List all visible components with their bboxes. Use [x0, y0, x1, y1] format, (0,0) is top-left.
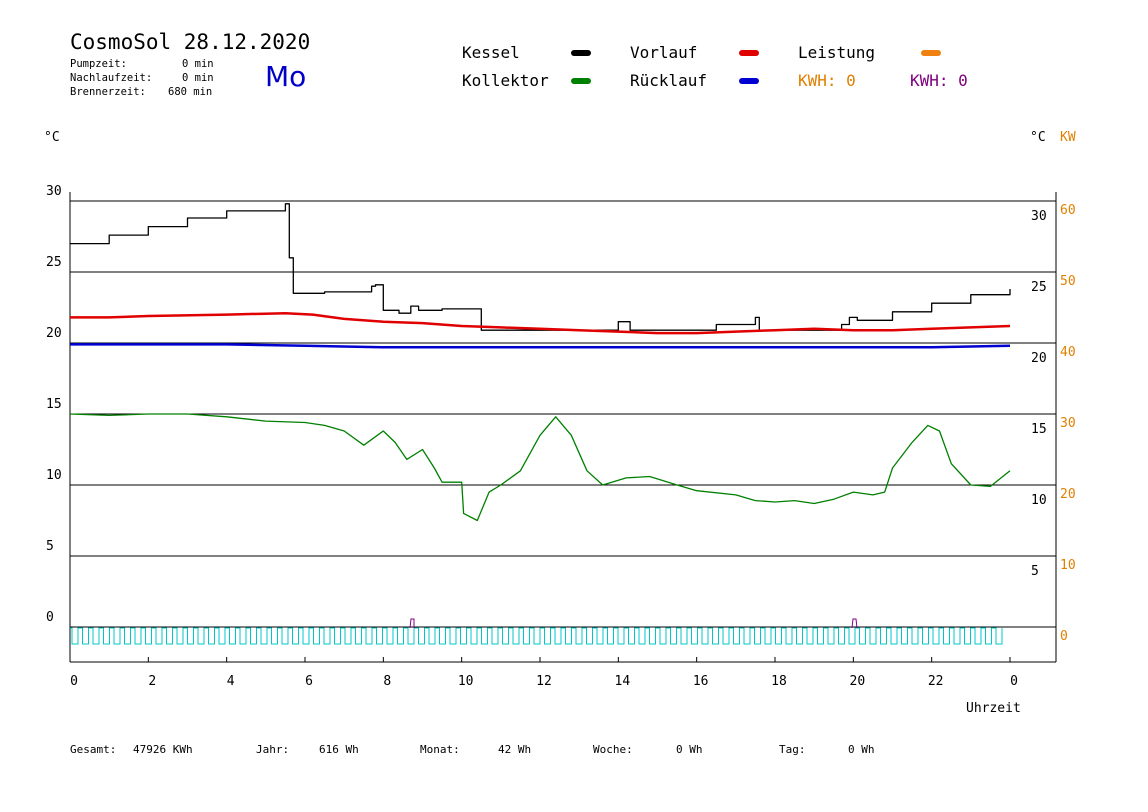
y-tick-right-kw-40: 40	[1060, 345, 1076, 360]
x-tick-label-11: 22	[928, 674, 944, 689]
info-value-pumpzeit: 0 min	[182, 58, 214, 70]
left-axis-unit: °C	[44, 130, 60, 145]
legend-vorlauf-label: Vorlauf	[630, 43, 698, 62]
burner-marker-1	[409, 618, 415, 629]
footer-jahr-label: Jahr:	[256, 743, 290, 756]
legend-vorlauf-swatch	[739, 50, 759, 56]
y-tick-left-5: 5	[46, 539, 54, 554]
footer-tag-value: 0 Wh	[848, 743, 875, 756]
y-tick-right-10: 10	[1031, 493, 1047, 508]
y-tick-left-0: 0	[46, 610, 54, 625]
y-tick-right-30: 30	[1031, 209, 1047, 224]
x-tick-label-5: 10	[458, 674, 474, 689]
legend-leistung-label: Leistung	[798, 43, 876, 62]
x-tick-label-10: 20	[850, 674, 866, 689]
info-label-nachlaufzeit: Nachlaufzeit:	[70, 72, 153, 84]
y-tick-right-kw-60: 60	[1060, 203, 1076, 218]
x-tick-label-9: 18	[771, 674, 787, 689]
info-value-brennerzeit: 680 min	[168, 86, 213, 98]
x-tick-label-1: 2	[148, 674, 156, 689]
x-axis-label: Uhrzeit	[966, 701, 1021, 716]
y-tick-left-30: 30	[46, 184, 62, 199]
right-axis-unit: °C	[1030, 130, 1046, 145]
footer-gesamt-label: Gesamt:	[70, 743, 117, 756]
series-ruecklauf	[70, 343, 1011, 349]
legend-ruecklauf-label: Rücklauf	[630, 71, 708, 90]
footer-gesamt-value: 47926 KWh	[133, 743, 193, 756]
legend-kwh-leistung: KWH: 0	[798, 71, 856, 90]
footer-woche-value: 0 Wh	[676, 743, 703, 756]
y-tick-right-kw-50: 50	[1060, 274, 1076, 289]
series-kessel	[70, 203, 1011, 331]
y-tick-right-kw-10: 10	[1060, 558, 1076, 573]
footer-tag-label: Tag:	[779, 743, 806, 756]
y-tick-right-kw-30: 30	[1060, 416, 1076, 431]
legend-kollektor-label: Kollektor	[462, 71, 549, 90]
x-tick-label-2: 4	[227, 674, 235, 689]
footer-monat-label: Monat:	[420, 743, 460, 756]
series-pump-signal	[70, 627, 1003, 645]
y-tick-right-15: 15	[1031, 422, 1047, 437]
legend-ruecklauf-swatch	[739, 78, 759, 84]
series-kollektor	[69, 413, 1011, 522]
y-tick-left-25: 25	[46, 255, 62, 270]
y-tick-left-20: 20	[46, 326, 62, 341]
x-tick-label-12: 0	[1010, 674, 1018, 689]
x-tick-label-6: 12	[536, 674, 552, 689]
legend-kessel-swatch	[571, 50, 591, 56]
burner-marker-2	[851, 618, 858, 629]
x-tick-label-0: 0	[70, 674, 78, 689]
info-label-brennerzeit: Brennerzeit:	[70, 86, 146, 98]
legend-kessel-label: Kessel	[462, 43, 520, 62]
footer-jahr-value: 616 Wh	[319, 743, 359, 756]
y-tick-right-kw-0: 0	[1060, 629, 1068, 644]
x-tick-label-7: 14	[615, 674, 631, 689]
weekday-label: Mo	[265, 60, 307, 93]
y-tick-right-25: 25	[1031, 280, 1047, 295]
info-value-nachlaufzeit: 0 min	[182, 72, 214, 84]
right-axis-unit-kw: KW	[1060, 130, 1076, 145]
y-tick-right-5: 5	[1031, 564, 1039, 579]
y-tick-left-15: 15	[46, 397, 62, 412]
x-tick-label-4: 8	[383, 674, 391, 689]
series-vorlauf	[70, 311, 1011, 335]
y-tick-right-20: 20	[1031, 351, 1047, 366]
y-tick-left-10: 10	[46, 468, 62, 483]
footer-woche-label: Woche:	[593, 743, 633, 756]
footer-monat-value: 42 Wh	[498, 743, 532, 756]
x-tick-label-8: 16	[693, 674, 709, 689]
y-tick-right-kw-20: 20	[1060, 487, 1076, 502]
x-tick-label-3: 6	[305, 674, 313, 689]
info-label-pumpzeit: Pumpzeit:	[70, 58, 127, 70]
legend-kwh-purple: KWH: 0	[910, 71, 968, 90]
legend-kollektor-swatch	[571, 78, 591, 84]
legend-leistung-swatch	[921, 50, 941, 56]
chart-title: CosmoSol 28.12.2020	[70, 30, 311, 54]
